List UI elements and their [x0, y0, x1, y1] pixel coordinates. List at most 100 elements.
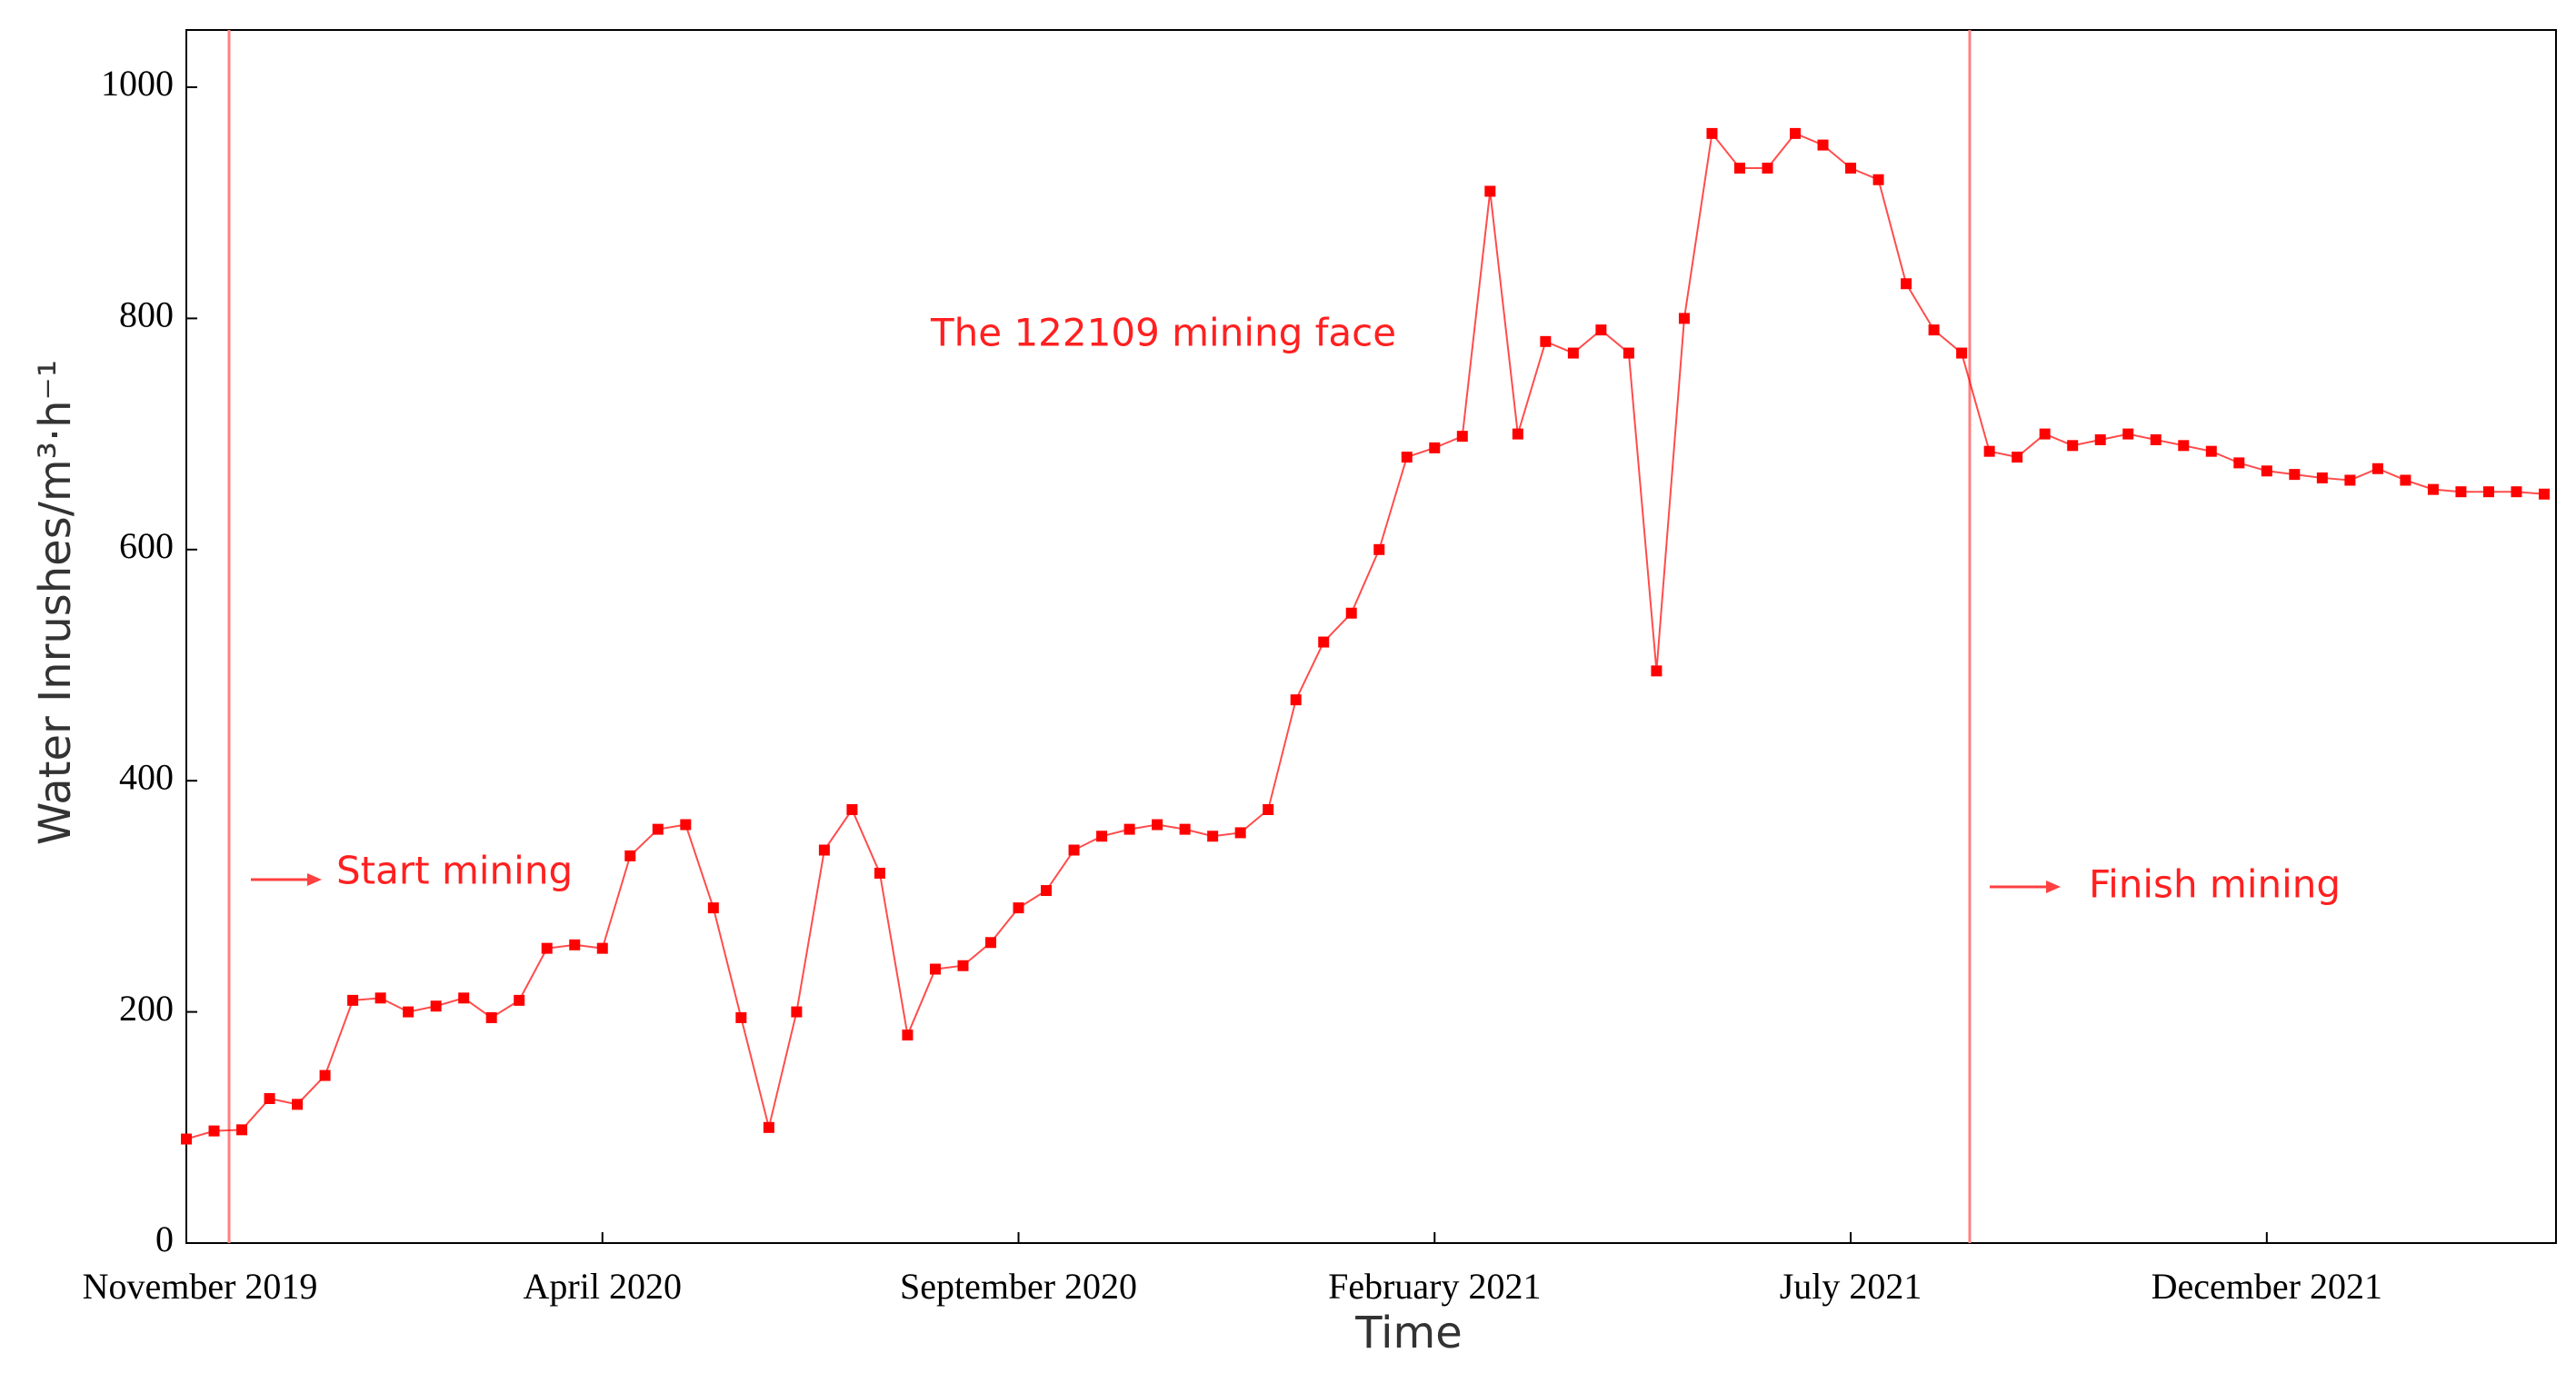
point [1345, 607, 1357, 619]
point [1207, 831, 1219, 842]
y-tick-label: 1000 [101, 63, 174, 104]
point [1762, 163, 1773, 174]
x-axis-label: Time [1354, 1308, 1462, 1358]
point [2150, 433, 2162, 445]
point [874, 867, 885, 879]
point [1123, 823, 1135, 835]
point [485, 1011, 497, 1023]
point [374, 992, 386, 1004]
point [514, 994, 525, 1006]
point [818, 844, 830, 856]
point [1706, 127, 1718, 139]
point [1567, 347, 1579, 359]
point [1068, 844, 1080, 856]
y-axis-label: Water Inrushes/m³·h⁻¹ [30, 360, 81, 845]
start-annotation: Start mining [336, 849, 573, 893]
y-tick-label: 600 [119, 525, 174, 566]
x-tick-label: November 2019 [83, 1266, 318, 1307]
point [2289, 469, 2301, 481]
y-tick-label: 200 [119, 988, 174, 1029]
point [1733, 163, 1745, 174]
point [929, 963, 941, 975]
point [1013, 902, 1024, 914]
point [791, 1006, 803, 1018]
point [1263, 804, 1274, 815]
point [181, 1133, 192, 1145]
point [1290, 694, 1302, 706]
point [458, 992, 470, 1004]
point [2067, 440, 2079, 452]
point [2511, 486, 2522, 498]
point [319, 1070, 331, 1081]
point [1678, 313, 1690, 324]
point [2205, 445, 2217, 457]
point [735, 1011, 747, 1023]
point [596, 942, 608, 954]
face-annotation: The 122109 mining face [930, 311, 1396, 355]
point [1179, 823, 1191, 835]
point [2039, 428, 2051, 440]
point [902, 1030, 914, 1041]
point [2094, 433, 2106, 445]
finish-arrow-head [2046, 881, 2061, 893]
x-tick-label: July 2021 [1780, 1266, 1922, 1307]
finish-annotation: Finish mining [2089, 862, 2341, 907]
point [624, 850, 636, 861]
point [1845, 163, 1857, 174]
point [2316, 472, 2328, 483]
point [1540, 335, 1552, 347]
y-tick-label: 0 [155, 1219, 174, 1259]
point [2455, 486, 2467, 498]
point [347, 994, 359, 1006]
point [1790, 127, 1802, 139]
y-tick-label: 400 [119, 756, 174, 797]
start-arrow-head [307, 873, 322, 886]
x-tick-label: December 2021 [2152, 1266, 2382, 1307]
x-tick-label: September 2020 [900, 1266, 1137, 1307]
point [1983, 445, 1995, 457]
y-tick-label: 800 [119, 294, 174, 335]
point [2012, 452, 2023, 463]
point [2233, 457, 2245, 469]
point [680, 819, 692, 831]
point [763, 1121, 774, 1133]
point [2427, 483, 2439, 495]
point [1152, 819, 1163, 831]
point [1234, 827, 1246, 839]
point [2344, 474, 2356, 486]
point [1817, 139, 1829, 151]
point [1456, 431, 1468, 443]
point [1401, 452, 1413, 463]
point [1484, 185, 1496, 197]
point [292, 1099, 304, 1110]
point [985, 937, 997, 949]
point [1901, 278, 1912, 290]
point [1318, 636, 1330, 648]
point [2482, 486, 2494, 498]
point [1651, 665, 1662, 677]
x-tick-label: April 2020 [524, 1266, 682, 1307]
point [707, 902, 719, 914]
point [236, 1124, 248, 1136]
point [846, 804, 858, 815]
point [2178, 440, 2190, 452]
x-tick-label: February 2021 [1328, 1266, 1541, 1307]
point [403, 1006, 414, 1018]
point [652, 823, 664, 835]
series-line [185, 131, 2545, 1140]
point [208, 1125, 220, 1137]
point [430, 1000, 442, 1012]
point [2539, 488, 2550, 500]
point [264, 1093, 275, 1104]
point [1429, 442, 1441, 453]
point [541, 942, 553, 954]
point [957, 960, 969, 971]
point [1622, 347, 1634, 359]
point [1512, 428, 1523, 440]
point [1595, 324, 1607, 336]
point [2122, 428, 2134, 440]
point [2400, 474, 2411, 486]
point [569, 939, 581, 950]
point [1041, 885, 1053, 897]
